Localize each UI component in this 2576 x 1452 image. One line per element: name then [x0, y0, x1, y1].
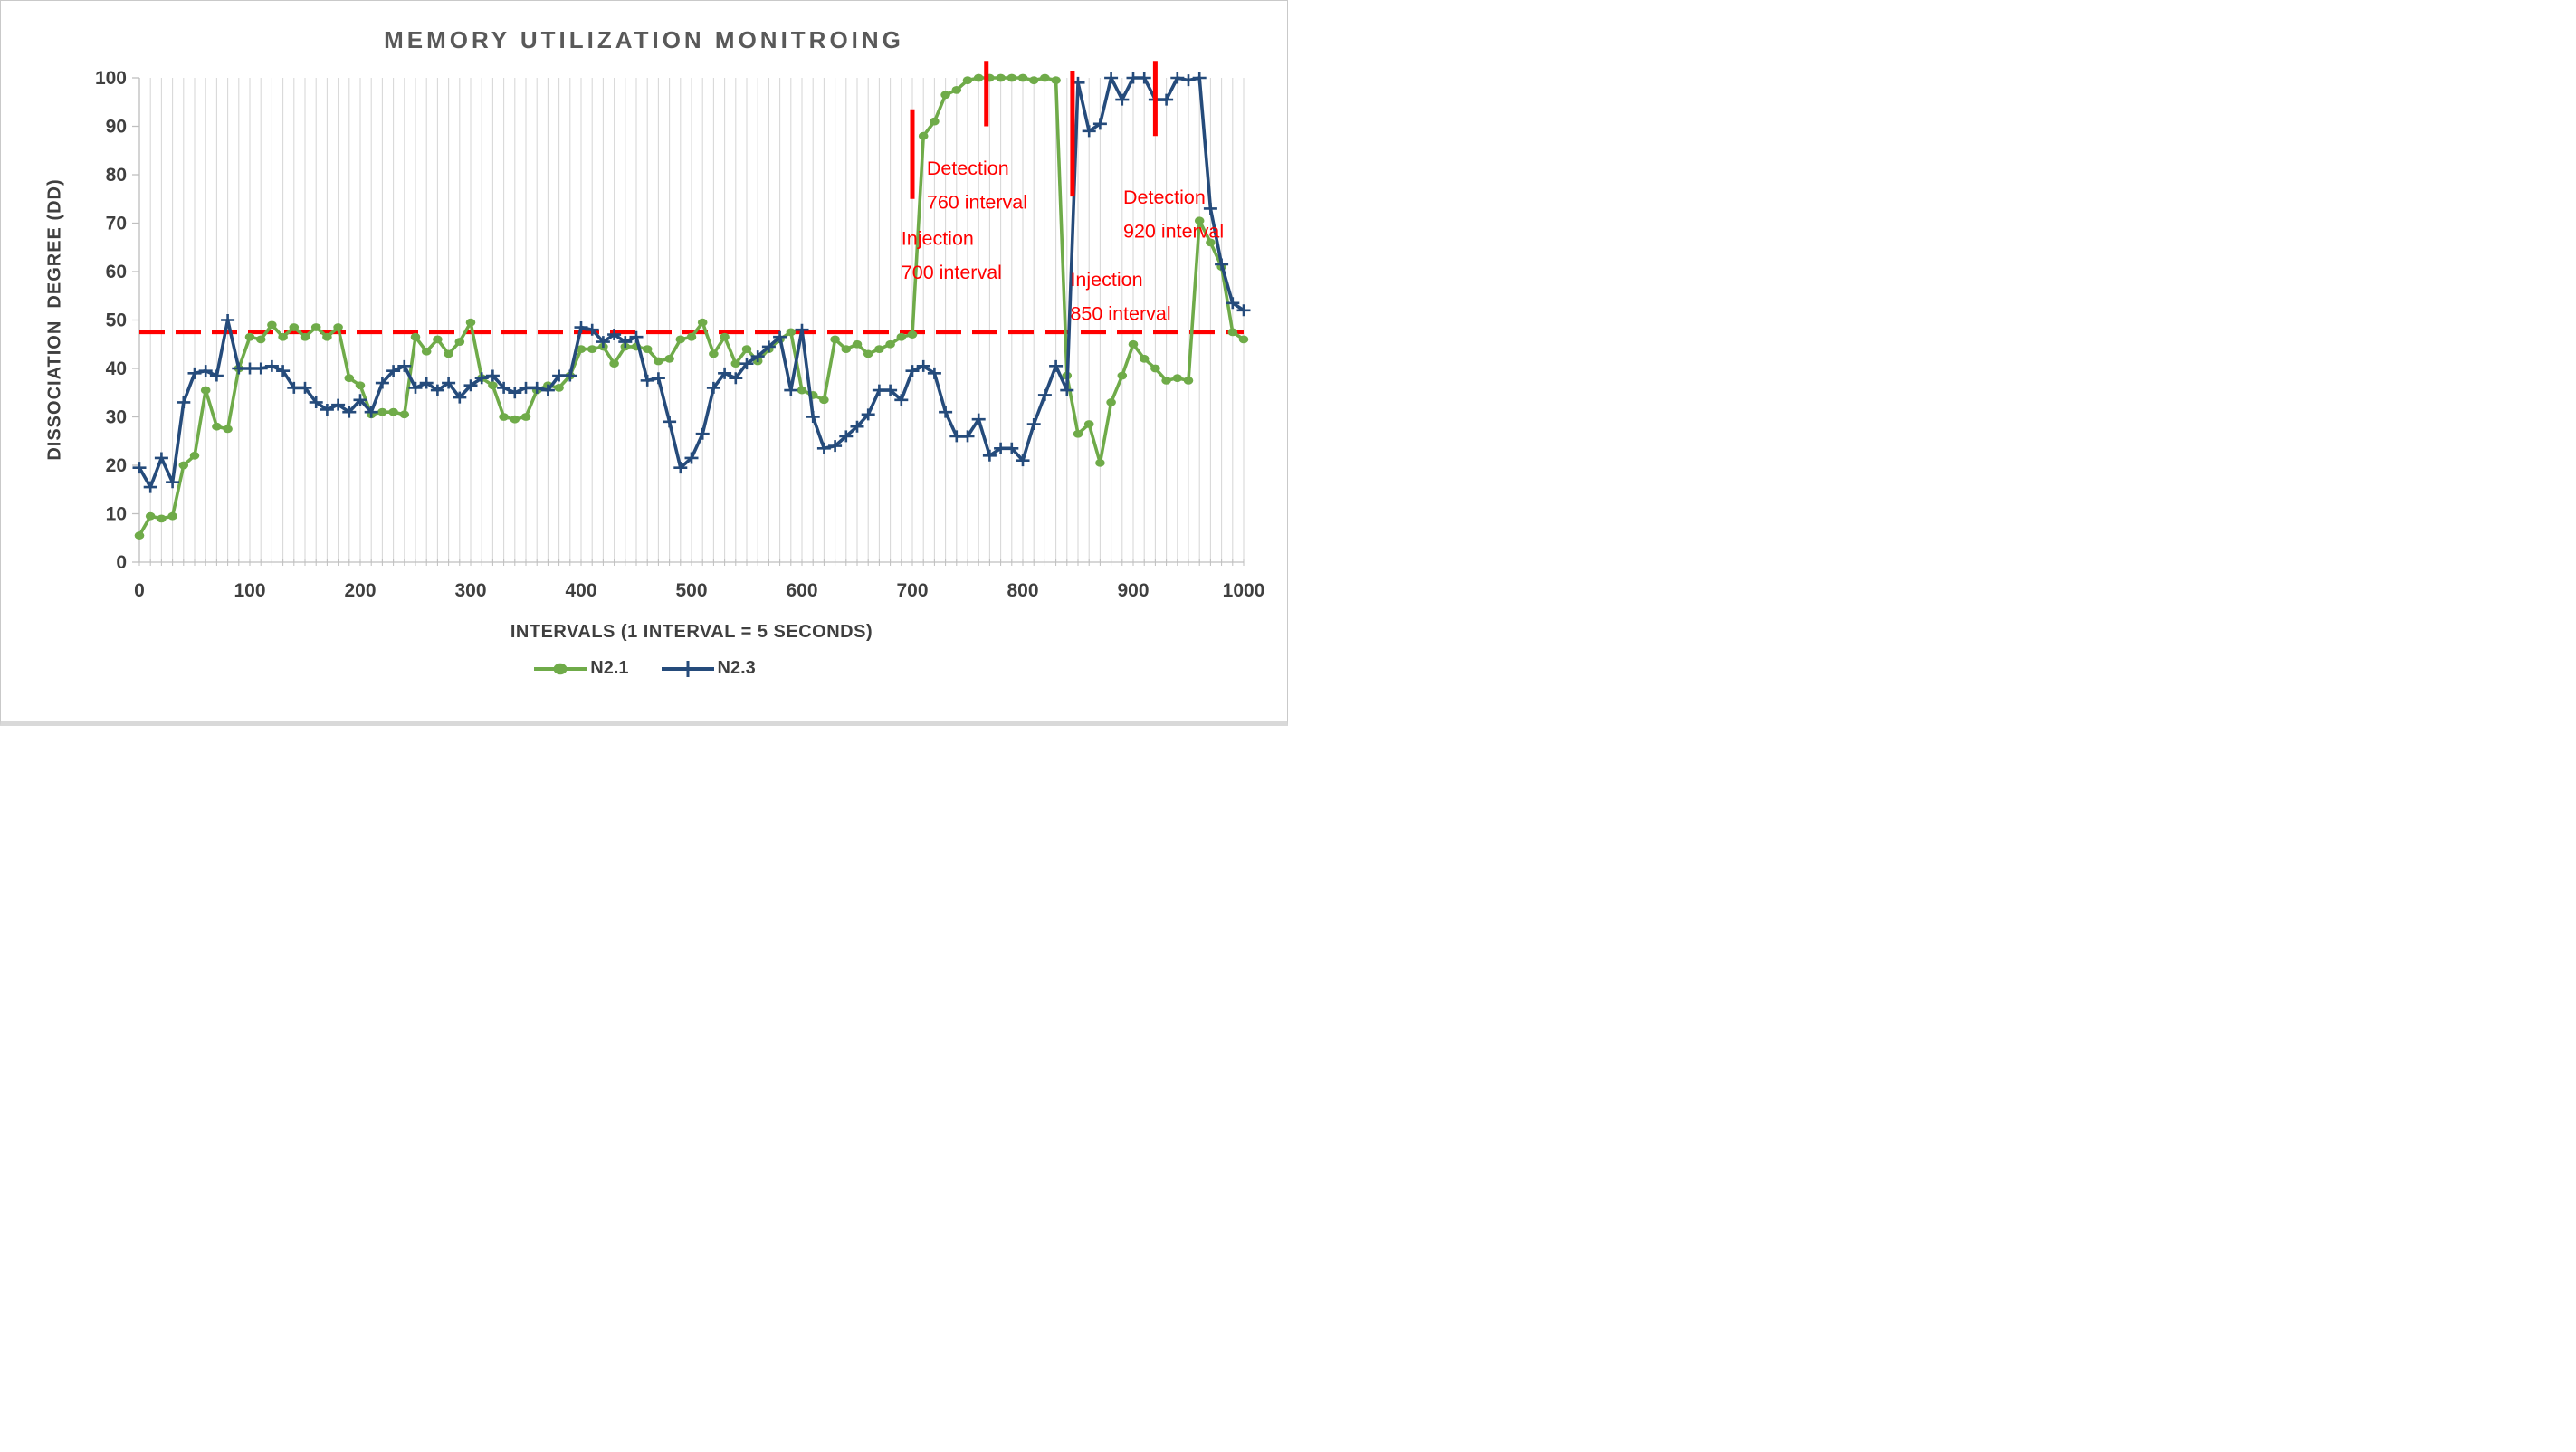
x-tick-label: 700: [896, 580, 928, 601]
x-tick-label: 300: [454, 580, 486, 601]
x-tick-label: 200: [344, 580, 376, 601]
annotation-text-injection-850: Injection: [1070, 269, 1142, 291]
x-tick-label: 800: [1007, 580, 1038, 601]
legend-label: N2.3: [717, 658, 756, 678]
annotation-injection-850: Injection 850 interval: [1070, 70, 1171, 325]
y-tick-label: 100: [95, 68, 127, 89]
legend-marker-ellipse-icon: [534, 663, 587, 674]
annotation-text-detection-760: Detection: [927, 158, 1009, 179]
gridlines: [138, 78, 1245, 562]
y-tick-label: 50: [106, 310, 127, 331]
annotation-text-detection-920: 920 interval: [1123, 221, 1224, 243]
legend-item-n2.1: N2.1: [532, 658, 629, 679]
legend-item-n2.3: N2.3: [660, 658, 756, 679]
annotation-text-detection-760: 760 interval: [927, 191, 1027, 213]
legend-marker-plus-icon: [661, 660, 714, 677]
axes: [132, 77, 1245, 566]
annotation-text-injection-700: 700 interval: [902, 262, 1002, 283]
y-tick-label: 60: [106, 262, 127, 282]
x-tick-label: 500: [675, 580, 707, 601]
series-n2.3: [132, 72, 1251, 493]
y-tick-label: 20: [106, 455, 127, 476]
annotation-injection-700: Injection 700 interval: [902, 109, 1002, 283]
x-tick-label: 0: [134, 580, 145, 601]
y-tick-label: 80: [106, 165, 127, 186]
y-tick-label: 70: [106, 214, 127, 234]
annotation-text-detection-920: Detection: [1123, 186, 1206, 208]
annotation-detection-920: Detection 920 interval: [1123, 61, 1224, 243]
x-tick-label: 900: [1117, 580, 1149, 601]
annotation-detection-760: Detection 760 interval: [927, 61, 1027, 213]
y-tick-label: 40: [106, 358, 127, 379]
y-tick-label: 90: [106, 117, 127, 138]
y-axis-tick-labels: 0 10 20 30 40 50 60 70 80 90 100: [95, 68, 127, 573]
x-axis-tick-labels: 0 100 200 300 400 500 600 700 800 900 1000: [134, 580, 1264, 601]
x-tick-label: 100: [234, 580, 265, 601]
series-n2.1: [134, 73, 1249, 540]
x-axis-title: INTERVALS (1 INTERVAL = 5 SECONDS): [510, 622, 873, 642]
chart-frame: MEMORY UTILIZATION MONITROING DISSOCIATI…: [0, 0, 1288, 726]
y-tick-label: 0: [116, 552, 127, 573]
annotation-text-injection-700: Injection: [902, 228, 974, 250]
chart-title: MEMORY UTILIZATION MONITROING: [384, 26, 904, 53]
legend: N2.1 N2.3: [1, 658, 1287, 679]
x-tick-label: 400: [565, 580, 596, 601]
x-tick-label: 600: [786, 580, 817, 601]
y-tick-label: 10: [106, 504, 127, 525]
legend-label: N2.1: [590, 658, 629, 678]
y-tick-label: 30: [106, 407, 127, 428]
x-tick-label: 1000: [1223, 580, 1265, 601]
annotation-text-injection-850: 850 interval: [1070, 303, 1170, 325]
